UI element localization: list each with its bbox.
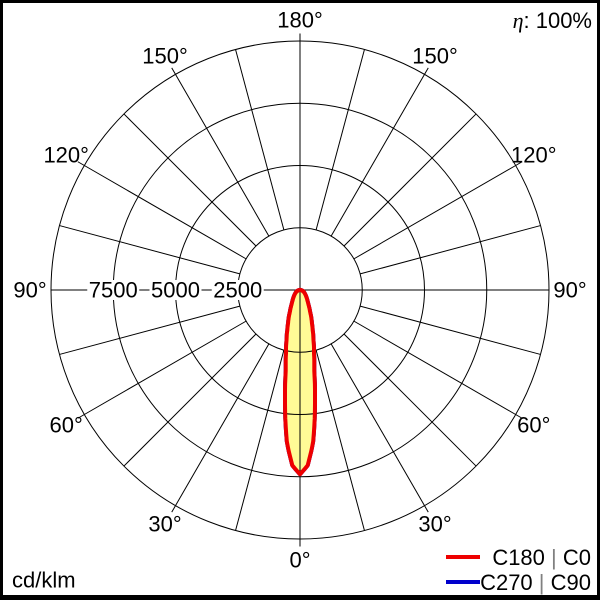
grid-spoke [353, 165, 516, 260]
angle-label-60-left: 60° [50, 413, 83, 438]
efficiency-label: η: 100% [513, 8, 592, 33]
ring-label-5000: 5000 [151, 278, 200, 303]
grid-spoke [359, 225, 541, 275]
grid-tick [515, 414, 523, 419]
ring-label-bg [87, 280, 140, 300]
angle-label-60: 60° [517, 413, 550, 438]
grid-spoke [59, 225, 241, 275]
grid-spoke [123, 333, 257, 467]
grid-tick [424, 67, 429, 75]
grid-spoke [315, 49, 365, 231]
grid-spoke [175, 343, 270, 506]
grid-spoke [235, 49, 285, 231]
grid-tick [515, 161, 523, 166]
ring-label-7500: 7500 [89, 278, 138, 303]
legend-text: C180 [492, 545, 551, 570]
angle-label-120-left: 120° [43, 143, 89, 168]
grid-tick [77, 414, 85, 419]
ring-label-2500: 2500 [213, 278, 262, 303]
efficiency-value: : 100% [524, 8, 593, 33]
grid-spoke [330, 74, 425, 237]
legend-text: C0 [557, 545, 591, 570]
grid-spoke [235, 349, 285, 531]
grid-spoke [84, 165, 247, 260]
angle-label-120: 120° [511, 143, 557, 168]
grid-spoke [175, 74, 270, 237]
grid-spoke [123, 113, 257, 247]
eta-symbol: η [513, 8, 524, 33]
legend-text: C270 [480, 570, 539, 595]
grid-spoke [343, 333, 477, 467]
grid-tick [171, 505, 176, 513]
legend: C180 | C0 C270 | C90 [446, 545, 591, 595]
grid-tick [171, 67, 176, 75]
grid-spoke [59, 305, 241, 355]
angle-labels: 0° 30° 30° 60° 60° 90° 90° 120° 120° 150° 150° 180° [13, 8, 586, 573]
angle-label-30: 30° [418, 511, 451, 536]
grid-spoke [353, 320, 516, 415]
angle-label-90-left: 90° [13, 278, 46, 303]
legend-label-c180-c0: C180 | C0 [492, 545, 591, 570]
legend-separator: | [539, 570, 545, 595]
legend-item-c270-c90: C270 | C90 [446, 570, 591, 595]
grid-spoke [315, 349, 365, 531]
grid-spoke [343, 113, 477, 247]
unit-label: cd/klm [12, 568, 76, 593]
legend-text: C90 [545, 570, 591, 595]
ring-label-bg [149, 280, 202, 300]
curve-c180-c0 [283, 287, 317, 477]
legend-item-c180-c0: C180 | C0 [446, 545, 591, 570]
angle-label-90: 90° [553, 278, 586, 303]
angle-label-150: 150° [412, 44, 458, 69]
grid-spoke [330, 343, 425, 506]
grid-spoke [84, 320, 247, 415]
angle-label-30-left: 30° [148, 511, 181, 536]
polar-grid-layer [50, 33, 550, 547]
grid-spoke [359, 305, 541, 355]
angle-label-150-left: 150° [142, 44, 188, 69]
legend-label-c270-c90: C270 | C90 [480, 570, 591, 595]
angle-label-0: 0° [289, 548, 310, 573]
angle-label-180: 180° [277, 8, 323, 33]
curve-c0-c180-layer [283, 287, 317, 477]
grid-tick [424, 505, 429, 513]
ring-label-bg [211, 280, 264, 300]
ring-value-labels: 7500 5000 2500 [87, 278, 264, 303]
grid-tick [77, 161, 85, 166]
legend-separator: | [551, 545, 557, 570]
